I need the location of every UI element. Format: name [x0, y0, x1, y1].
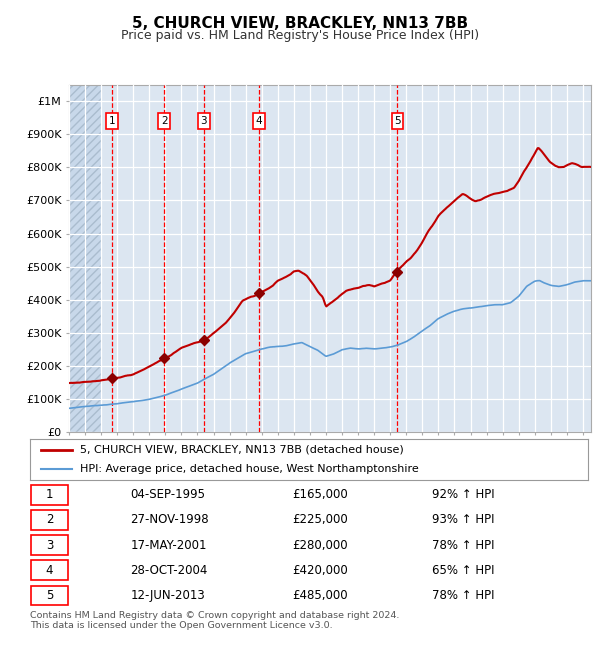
Text: 12-JUN-2013: 12-JUN-2013	[130, 589, 205, 602]
Text: £225,000: £225,000	[292, 514, 348, 526]
Text: 27-NOV-1998: 27-NOV-1998	[130, 514, 209, 526]
Text: 28-OCT-2004: 28-OCT-2004	[130, 564, 208, 577]
Text: 5: 5	[394, 116, 401, 126]
Text: Contains HM Land Registry data © Crown copyright and database right 2024.
This d: Contains HM Land Registry data © Crown c…	[30, 611, 400, 630]
Text: 78% ↑ HPI: 78% ↑ HPI	[432, 589, 494, 602]
Text: 5, CHURCH VIEW, BRACKLEY, NN13 7BB (detached house): 5, CHURCH VIEW, BRACKLEY, NN13 7BB (deta…	[80, 445, 404, 455]
Text: 65% ↑ HPI: 65% ↑ HPI	[432, 564, 494, 577]
Text: 3: 3	[46, 538, 53, 551]
Text: HPI: Average price, detached house, West Northamptonshire: HPI: Average price, detached house, West…	[80, 463, 419, 474]
Text: 3: 3	[200, 116, 207, 126]
FancyBboxPatch shape	[31, 586, 68, 605]
Text: 5, CHURCH VIEW, BRACKLEY, NN13 7BB: 5, CHURCH VIEW, BRACKLEY, NN13 7BB	[132, 16, 468, 31]
Text: 2: 2	[46, 514, 53, 526]
Bar	[69, 84, 101, 432]
Text: £485,000: £485,000	[292, 589, 348, 602]
FancyBboxPatch shape	[31, 485, 68, 504]
Text: £165,000: £165,000	[292, 488, 348, 501]
Text: 1: 1	[46, 488, 53, 501]
Text: 93% ↑ HPI: 93% ↑ HPI	[432, 514, 494, 526]
Text: 2: 2	[161, 116, 167, 126]
Text: 78% ↑ HPI: 78% ↑ HPI	[432, 538, 494, 551]
Text: 17-MAY-2001: 17-MAY-2001	[130, 538, 207, 551]
Text: £280,000: £280,000	[292, 538, 348, 551]
Text: 4: 4	[46, 564, 53, 577]
Text: 1: 1	[109, 116, 115, 126]
FancyBboxPatch shape	[31, 560, 68, 580]
Text: Price paid vs. HM Land Registry's House Price Index (HPI): Price paid vs. HM Land Registry's House …	[121, 29, 479, 42]
FancyBboxPatch shape	[31, 536, 68, 554]
Text: 5: 5	[46, 589, 53, 602]
Text: 4: 4	[256, 116, 262, 126]
Text: 04-SEP-1995: 04-SEP-1995	[130, 488, 205, 501]
FancyBboxPatch shape	[31, 510, 68, 530]
Text: 92% ↑ HPI: 92% ↑ HPI	[432, 488, 494, 501]
Text: £420,000: £420,000	[292, 564, 348, 577]
